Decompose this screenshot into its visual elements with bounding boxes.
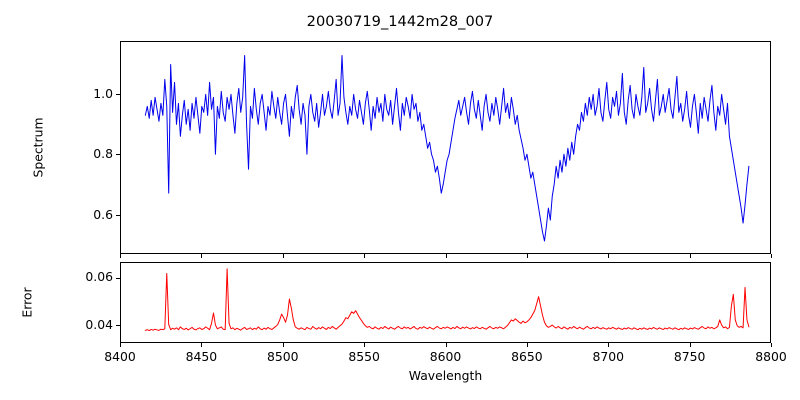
spectrum-xtick-mark — [282, 254, 284, 258]
error-plot-area — [120, 262, 771, 343]
x-tick-label: 8600 — [429, 349, 462, 364]
x-tick-label: 8650 — [511, 349, 543, 364]
x-tick-label: 8800 — [755, 349, 787, 364]
spectrum-ytick-mark — [116, 154, 120, 156]
x-axis-label: Wavelength — [408, 368, 483, 383]
spectrum-ytick-mark — [116, 214, 120, 216]
spectrum-xtick-mark — [120, 254, 122, 258]
spectrum-xtick-mark — [201, 254, 203, 258]
spectrum-ytick-mark — [116, 93, 120, 95]
spectrum-axis-label: Spectrum — [30, 117, 46, 178]
x-tick-label: 8700 — [592, 349, 625, 364]
spectrum-xtick-mark — [526, 254, 528, 258]
error-xtick-mark — [201, 343, 203, 347]
page-title: 20030719_1442m28_007 — [306, 13, 494, 30]
error-ytick-mark — [116, 277, 120, 279]
x-tick-label: 8400 — [104, 349, 136, 364]
x-tick-label: 8550 — [348, 349, 380, 364]
x-tick-label: 8500 — [266, 349, 299, 364]
x-tick-label: 8450 — [185, 349, 218, 364]
error-axis-label: Error — [19, 287, 35, 318]
spectrum-xtick-mark — [689, 254, 691, 258]
spectrum-xtick-mark — [364, 254, 366, 258]
error-xtick-mark — [282, 343, 284, 347]
error-xtick-mark — [364, 343, 366, 347]
error-xtick-mark — [608, 343, 610, 347]
error-xtick-mark — [689, 343, 691, 347]
spectrum-ytick-label: 1.0 — [93, 85, 113, 101]
error-ytick-mark — [116, 325, 120, 327]
error-ytick-label: 0.04 — [85, 317, 113, 333]
spectrum-plot-area — [120, 41, 771, 254]
x-tick-label: 8750 — [673, 349, 706, 364]
spectrum-ytick-label: 0.8 — [93, 146, 113, 162]
spectrum-ytick-label: 0.6 — [93, 206, 113, 222]
spectrum-xtick-mark — [608, 254, 610, 258]
error-xtick-mark — [771, 343, 773, 347]
error-xtick-mark — [526, 343, 528, 347]
error-ytick-label: 0.06 — [85, 269, 113, 285]
spectrum-xtick-mark — [445, 254, 447, 258]
error-line-chart — [144, 268, 750, 332]
spectrum-xtick-mark — [771, 254, 773, 258]
error-xtick-mark — [120, 343, 122, 347]
error-series — [144, 268, 750, 332]
spectrum-series — [144, 54, 750, 242]
spectrum-line-chart — [144, 54, 750, 242]
error-xtick-mark — [445, 343, 447, 347]
